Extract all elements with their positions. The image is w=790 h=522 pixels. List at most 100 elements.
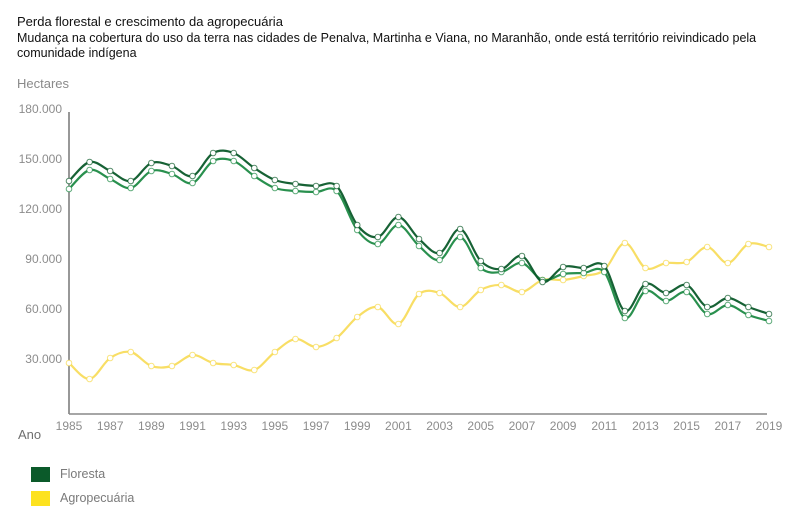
data-point[interactable] [683,281,690,289]
data-point[interactable] [745,240,752,248]
data-point[interactable] [86,375,93,383]
data-point[interactable] [436,256,443,264]
data-point[interactable] [65,185,73,193]
data-point[interactable] [745,303,752,311]
data-point[interactable] [456,233,464,241]
data-point[interactable] [559,270,567,278]
data-point[interactable] [436,289,443,297]
data-point[interactable] [65,359,73,367]
data-point[interactable] [724,294,732,302]
series-1-floresta [65,157,773,325]
data-point[interactable] [250,172,258,180]
data-point[interactable] [271,348,279,356]
legend-item-floresta[interactable]: Floresta [31,462,134,486]
data-point[interactable] [395,221,402,229]
data-point[interactable] [250,366,258,374]
data-point[interactable] [724,259,732,267]
data-point[interactable] [395,320,402,328]
data-point[interactable] [395,213,402,221]
data-point[interactable] [539,278,546,286]
data-point[interactable] [415,242,423,250]
data-point[interactable] [765,310,773,318]
data-point[interactable] [415,235,423,243]
data-point[interactable] [148,362,155,370]
data-point[interactable] [642,287,649,295]
data-point[interactable] [230,157,238,165]
data-point[interactable] [209,359,217,367]
data-point[interactable] [724,301,732,309]
data-point[interactable] [127,177,135,185]
data-point[interactable] [683,288,690,296]
data-point[interactable] [127,348,135,356]
data-point[interactable] [642,264,649,272]
data-point[interactable] [477,264,485,272]
data-point[interactable] [312,182,320,190]
legend-item-agropecuaria[interactable]: Agropecuária [31,486,134,510]
data-point[interactable] [292,335,299,343]
data-point[interactable] [106,167,114,175]
data-point[interactable] [621,239,629,247]
data-point[interactable] [333,334,340,342]
data-point[interactable] [168,170,176,178]
data-point[interactable] [436,249,443,257]
data-point[interactable] [456,225,464,233]
data-point[interactable] [353,313,361,321]
data-point[interactable] [148,159,155,167]
data-point[interactable] [209,149,217,157]
data-point[interactable] [168,162,176,170]
data-point[interactable] [189,179,196,187]
y-ticks: 30.000 60.000 90.000 120.000 150.000 180.000 [19,102,63,366]
data-point[interactable] [312,343,320,351]
data-point[interactable] [230,361,238,369]
data-point[interactable] [374,240,382,248]
data-point[interactable] [127,184,135,192]
data-point[interactable] [745,311,752,319]
data-point[interactable] [374,233,382,241]
data-point[interactable] [312,188,320,196]
data-point[interactable] [621,307,629,315]
data-point[interactable] [292,180,299,188]
data-point[interactable] [518,259,526,267]
data-point[interactable] [498,265,505,273]
data-point[interactable] [86,158,93,166]
data-point[interactable] [703,310,711,318]
data-point[interactable] [559,276,567,284]
data-point[interactable] [415,290,423,298]
data-point[interactable] [498,281,505,289]
data-point[interactable] [477,257,485,265]
data-point[interactable] [518,252,526,260]
data-point[interactable] [374,303,382,311]
data-point[interactable] [621,314,629,322]
data-point[interactable] [765,317,773,325]
data-point[interactable] [703,243,711,251]
data-point[interactable] [662,289,670,297]
data-point[interactable] [600,262,608,270]
data-point[interactable] [559,263,567,271]
data-point[interactable] [271,184,279,192]
data-point[interactable] [250,164,258,172]
data-point[interactable] [189,172,196,180]
data-point[interactable] [765,243,773,251]
data-point[interactable] [86,166,93,174]
data-point[interactable] [353,221,361,229]
data-point[interactable] [148,167,155,175]
data-point[interactable] [662,297,670,305]
data-point[interactable] [189,351,196,359]
data-point[interactable] [168,362,176,370]
data-point[interactable] [209,157,217,165]
data-point[interactable] [106,354,114,362]
data-point[interactable] [65,177,73,185]
data-point[interactable] [230,149,238,157]
data-point[interactable] [580,264,588,272]
data-point[interactable] [518,288,526,296]
data-point[interactable] [106,175,114,183]
data-point[interactable] [292,187,299,195]
data-point[interactable] [662,259,670,267]
data-point[interactable] [271,176,279,184]
data-point[interactable] [683,258,690,266]
data-point[interactable] [703,303,711,311]
data-point[interactable] [456,303,464,311]
data-point[interactable] [333,182,340,190]
data-point[interactable] [477,286,485,294]
data-point[interactable] [642,280,649,288]
